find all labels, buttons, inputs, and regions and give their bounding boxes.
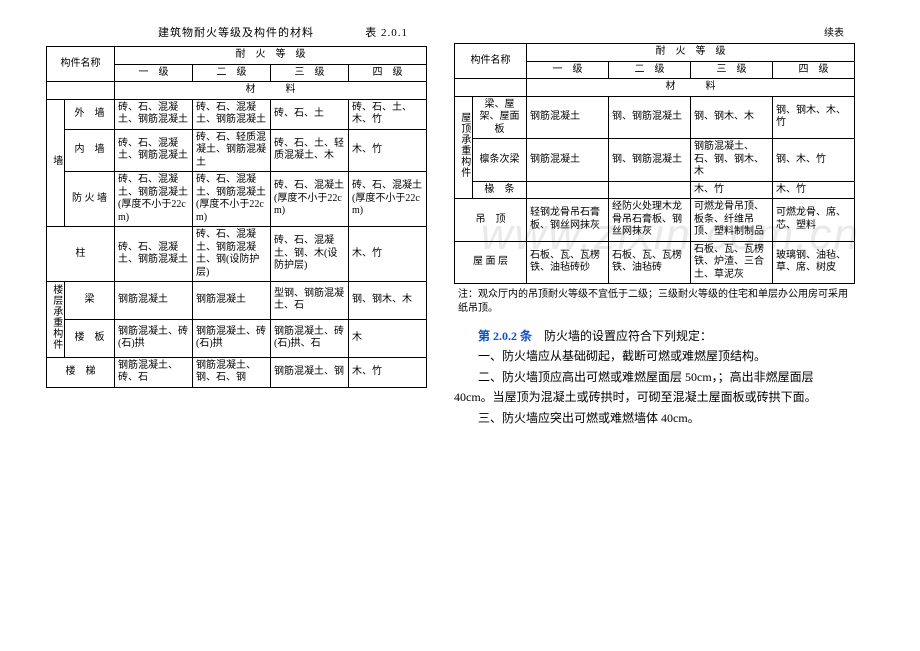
left-table-number: 表 2.0.1 bbox=[365, 24, 408, 40]
table-cell: 钢筋混凝土、砖、石 bbox=[115, 357, 193, 387]
table-cell: 可燃龙骨、席、芯、塑料 bbox=[773, 199, 855, 242]
roof-surface-row: 屋 面 层 bbox=[455, 241, 527, 284]
table-cell: 砖、石、混凝土、钢、木(设防护层) bbox=[271, 227, 349, 282]
table-cell: 砖、石、混凝土、钢筋混凝土 bbox=[115, 129, 193, 172]
table-cell: 石板、瓦、瓦楞铁、油毡砖 bbox=[609, 241, 691, 284]
purlin-row: 檩条次梁 bbox=[473, 139, 527, 182]
table-cell: 砖、石、混凝土(厚度不小于22cm) bbox=[271, 172, 349, 227]
table-cell: 钢筋混凝土 bbox=[115, 282, 193, 320]
level-4: 四 级 bbox=[349, 64, 427, 82]
table-cell: 砖、石、混凝土、钢筋混凝土 bbox=[115, 227, 193, 282]
left-column: 建筑物耐火等级及构件的材料 表 2.0.1 构件名称 耐 火 等 级 一 级 二… bbox=[46, 24, 426, 428]
mat-header-r: 材 料 bbox=[527, 79, 855, 97]
table-cell: 砖、石、土、轻质混凝土、木 bbox=[271, 129, 349, 172]
slab-row: 楼 板 bbox=[65, 319, 115, 357]
right-note: 注：观众厅内的吊顶耐火等级不宜低于二级；三级耐火等级的住宅和单层办公用房可采用纸… bbox=[454, 288, 854, 316]
column-row: 柱 bbox=[47, 227, 115, 282]
table-cell: 木、竹 bbox=[691, 181, 773, 199]
table-cell: 可燃龙骨吊顶、板条、纤维吊顶、塑料制制品 bbox=[691, 199, 773, 242]
inner-wall: 内 墙 bbox=[65, 129, 115, 172]
fire-header-r: 耐 火 等 级 bbox=[527, 44, 855, 62]
blank-head-r bbox=[455, 79, 527, 97]
article-p1: 一、防火墙应从基础砌起，截断可燃或难燃屋顶结构。 bbox=[454, 346, 854, 366]
wall-group-label: 墙 bbox=[49, 155, 62, 166]
table-cell: 钢、木、竹 bbox=[773, 139, 855, 182]
mat-header: 材 料 bbox=[115, 82, 427, 100]
left-title: 建筑物耐火等级及构件的材料 bbox=[158, 27, 314, 39]
table-cell: 砖、石、混凝土、钢筋混凝土(厚度不小于22cm) bbox=[115, 172, 193, 227]
article-number: 第 2.0.2 条 bbox=[478, 329, 532, 343]
roof-group: 屋顶承重构件 bbox=[455, 96, 473, 199]
table-cell: 砖、石、轻质混凝土、钢筋混凝土 bbox=[193, 129, 271, 172]
article-lead: 第 2.0.2 条 防火墙的设置应符合下列规定： bbox=[454, 326, 854, 346]
article-p3: 三、防火墙应突出可燃或难燃墙体 40cm。 bbox=[454, 408, 854, 428]
table-cell: 砖、石、混凝土(厚度不小于22cm) bbox=[349, 172, 427, 227]
table-cell: 砖、石、混凝土、钢筋混凝土、钢(设防护层) bbox=[193, 227, 271, 282]
table-cell: 玻璃钢、油毡、草、席、树皮 bbox=[773, 241, 855, 284]
table-cell: 钢筋混凝土、砖(石)拱 bbox=[193, 319, 271, 357]
table-cell bbox=[527, 181, 609, 199]
table-cell: 砖、石、混凝土、钢筋混凝土 bbox=[115, 99, 193, 129]
fire-wall: 防 火 墙 bbox=[65, 172, 115, 227]
level-4-r: 四 级 bbox=[773, 61, 855, 79]
table-cell: 砖、石、土 bbox=[271, 99, 349, 129]
level-2-r: 二 级 bbox=[609, 61, 691, 79]
level-1: 一 级 bbox=[115, 64, 193, 82]
table-cell: 钢筋混凝土、砖(石)拱 bbox=[115, 319, 193, 357]
table-cell: 钢、钢木、木 bbox=[691, 96, 773, 139]
table-cell: 型钢、钢筋混凝土、石 bbox=[271, 282, 349, 320]
table-cell: 砖、石、混凝土、钢筋混凝土(厚度不小于22cm) bbox=[193, 172, 271, 227]
article-lead-text: 防火墙的设置应符合下列规定： bbox=[532, 329, 712, 343]
page-root: 建筑物耐火等级及构件的材料 表 2.0.1 构件名称 耐 火 等 级 一 级 二… bbox=[0, 0, 920, 428]
level-3: 三 级 bbox=[271, 64, 349, 82]
table-cell: 砖、石、土、木、竹 bbox=[349, 99, 427, 129]
level-1-r: 一 级 bbox=[527, 61, 609, 79]
table-cell: 木、竹 bbox=[349, 357, 427, 387]
table-cell: 钢、钢木、木、竹 bbox=[773, 96, 855, 139]
table-cell: 木、竹 bbox=[773, 181, 855, 199]
table-cell: 钢筋混凝土、钢 bbox=[271, 357, 349, 387]
table-cell: 钢筋混凝土 bbox=[527, 139, 609, 182]
level-3-r: 三 级 bbox=[691, 61, 773, 79]
table-cell: 钢筋混凝土、石、钢、钢木、木 bbox=[691, 139, 773, 182]
table-cell: 钢筋混凝土 bbox=[527, 96, 609, 139]
table-cell: 钢筋混凝土、钢、石、钢 bbox=[193, 357, 271, 387]
table-cell: 木 bbox=[349, 319, 427, 357]
roof-group-label: 屋顶承重构件 bbox=[457, 112, 470, 178]
floor-group-label: 楼层承重构件 bbox=[49, 284, 62, 350]
blank-head bbox=[47, 82, 115, 100]
table-cell: 石板、瓦、瓦楞铁、炉渣、三合土、草泥灰 bbox=[691, 241, 773, 284]
ceiling-row: 吊 顶 bbox=[455, 199, 527, 242]
floor-group: 楼层承重构件 bbox=[47, 282, 65, 358]
rafter-row: 椽 条 bbox=[473, 181, 527, 199]
table-cell: 木、竹 bbox=[349, 227, 427, 282]
article-p2: 二、防火墙顶应高出可燃或难燃屋面层 50cm，；高出非燃屋面层 40cm。当屋顶… bbox=[454, 367, 854, 408]
beam-row: 梁 bbox=[65, 282, 115, 320]
table-cell: 石板、瓦、瓦楞铁、油毡砖砂 bbox=[527, 241, 609, 284]
roof-beam-row: 梁、屋架、屋面板 bbox=[473, 96, 527, 139]
table-cell: 钢、钢筋混凝土 bbox=[609, 139, 691, 182]
comp-header-r: 构件名称 bbox=[455, 44, 527, 79]
table-cell bbox=[609, 181, 691, 199]
table-cell: 钢、钢筋混凝土 bbox=[609, 96, 691, 139]
table-cell: 经防火处理木龙骨吊石膏板、钢丝网抹灰 bbox=[609, 199, 691, 242]
table-cell: 砖、石、混凝土、钢筋混凝土 bbox=[193, 99, 271, 129]
level-2: 二 级 bbox=[193, 64, 271, 82]
right-table: 构件名称 耐 火 等 级 一 级 二 级 三 级 四 级 材 料 屋顶承重构件 … bbox=[454, 43, 855, 284]
fire-header: 耐 火 等 级 bbox=[115, 47, 427, 65]
left-title-row: 建筑物耐火等级及构件的材料 表 2.0.1 bbox=[46, 24, 426, 40]
outer-wall: 外 墙 bbox=[65, 99, 115, 129]
table-cell: 钢筋混凝土 bbox=[193, 282, 271, 320]
wall-group: 墙 bbox=[47, 99, 65, 227]
left-table: 构件名称 耐 火 等 级 一 级 二 级 三 级 四 级 材 料 墙 外 墙 砖… bbox=[46, 46, 427, 388]
table-cell: 木、竹 bbox=[349, 129, 427, 172]
comp-header: 构件名称 bbox=[47, 47, 115, 82]
stair-row: 楼 梯 bbox=[47, 357, 115, 387]
table-cell: 轻钢龙骨吊石膏板、钢丝网抹灰 bbox=[527, 199, 609, 242]
continued-label: 续表 bbox=[454, 24, 854, 39]
right-column: 续表 构件名称 耐 火 等 级 一 级 二 级 三 级 四 级 bbox=[454, 24, 854, 428]
article-block: 第 2.0.2 条 防火墙的设置应符合下列规定： 一、防火墙应从基础砌起，截断可… bbox=[454, 326, 854, 428]
table-cell: 钢、钢木、木 bbox=[349, 282, 427, 320]
table-cell: 钢筋混凝土、砖(石)拱、石 bbox=[271, 319, 349, 357]
